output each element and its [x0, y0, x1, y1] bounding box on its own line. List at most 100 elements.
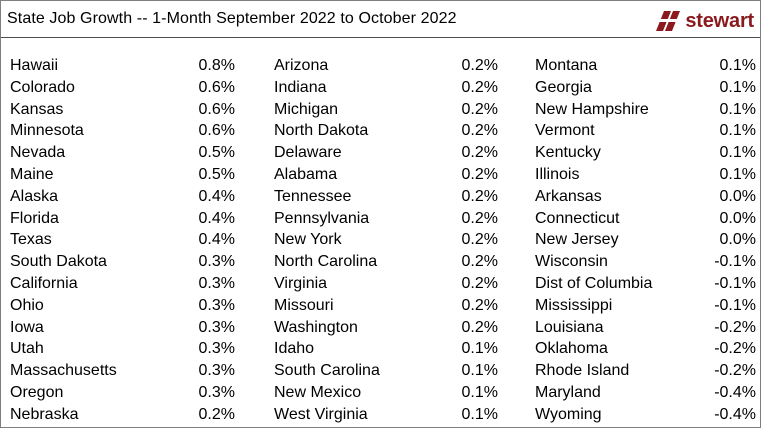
table-row: Kansas 0.6% Michigan 0.2% New Hampshire 0.1%: [1, 99, 760, 121]
state-name: Utah: [10, 340, 44, 358]
growth-value: 0.6%: [198, 78, 235, 96]
state-name: Kentucky: [535, 144, 601, 162]
growth-value: 0.3%: [198, 340, 235, 358]
state-name: Ohio: [10, 296, 44, 314]
growth-value: 0.3%: [198, 253, 235, 271]
growth-value: 0.0%: [719, 231, 756, 249]
header: State Job Growth -- 1-Month September 20…: [1, 1, 760, 38]
growth-value: -0.2%: [714, 318, 756, 336]
stewart-logo: stewart: [655, 10, 754, 32]
state-name: Idaho: [274, 340, 315, 358]
table-row: Maine 0.5% Alabama 0.2% Illinois 0.1%: [1, 164, 760, 186]
growth-value: 0.1%: [719, 144, 756, 162]
table-row: Nevada 0.5% Delaware 0.2% Kentucky 0.1%: [1, 142, 760, 164]
table-row: Hawaii 0.8% Arizona 0.2% Montana 0.1%: [1, 55, 760, 77]
growth-value: 0.2%: [461, 122, 498, 140]
table-row: Iowa 0.3% Washington 0.2% Louisiana -0.2%: [1, 317, 760, 339]
state-name: Connecticut: [535, 209, 620, 227]
state-name: Nevada: [10, 144, 66, 162]
state-name: Oregon: [10, 383, 64, 401]
growth-value: 0.2%: [461, 78, 498, 96]
stewart-logo-mark-icon: [656, 11, 684, 31]
state-name: Montana: [535, 57, 598, 74]
state-name: Illinois: [535, 165, 580, 183]
growth-value: 0.6%: [198, 100, 235, 118]
growth-value: 0.1%: [461, 362, 498, 380]
table-row: Nebraska 0.2% West Virginia 0.1% Wyoming -0.4…: [1, 404, 760, 426]
state-name: New Hampshire: [535, 100, 649, 118]
growth-value: 0.0%: [719, 209, 756, 227]
growth-value: 0.2%: [461, 318, 498, 336]
state-name: Nebraska: [10, 405, 79, 423]
state-name: New Mexico: [274, 383, 362, 401]
growth-value: 0.2%: [461, 209, 498, 227]
state-name: Rhode Island: [535, 362, 630, 380]
state-name: Vermont: [535, 122, 595, 140]
growth-value: 0.3%: [198, 362, 235, 380]
state-name: Dist of Columbia: [535, 274, 653, 292]
state-name: Indiana: [274, 78, 327, 96]
table-row: South Dakota 0.3% North Carolina 0.2% Wiscon…: [1, 251, 760, 273]
state-name: Alabama: [274, 165, 338, 183]
state-name: Arkansas: [535, 187, 602, 205]
state-name: Minnesota: [10, 122, 84, 140]
state-name: Washington: [274, 318, 358, 336]
growth-value: -0.1%: [714, 274, 756, 292]
state-name: Kansas: [10, 100, 64, 118]
growth-value: 0.1%: [719, 78, 756, 96]
table-row: Massachusetts 0.3% South Carolina 0.1% Rhode…: [1, 360, 760, 382]
state-name: Tennessee: [274, 187, 352, 205]
table-row: Alaska 0.4% Tennessee 0.2% Arkansas 0.0%: [1, 186, 760, 208]
state-name: Florida: [10, 209, 59, 227]
table-row: Texas 0.4% New York 0.2% New Jersey 0.0%: [1, 229, 760, 251]
growth-value: -0.2%: [714, 340, 756, 358]
growth-value: -0.1%: [714, 296, 756, 314]
state-name: Arizona: [274, 57, 329, 74]
state-name: West Virginia: [274, 405, 368, 423]
growth-value: 0.1%: [719, 57, 756, 74]
state-name: North Carolina: [274, 253, 378, 271]
growth-value: 0.4%: [198, 231, 235, 249]
state-name: Wisconsin: [535, 253, 608, 271]
state-name: Louisiana: [535, 318, 604, 336]
state-name: Iowa: [10, 318, 44, 336]
state-name: Maine: [10, 165, 54, 183]
growth-value: 0.1%: [719, 100, 756, 118]
growth-value: 0.1%: [719, 165, 756, 183]
table-row: Minnesota 0.6% North Dakota 0.2% Vermont 0.1%: [1, 120, 760, 142]
growth-value: 0.3%: [198, 296, 235, 314]
growth-value: 0.1%: [461, 340, 498, 358]
state-name: Massachusetts: [10, 362, 117, 380]
table-row: Oregon 0.3% New Mexico 0.1% Maryland -0.4%: [1, 382, 760, 404]
growth-value: -0.2%: [714, 362, 756, 380]
state-name: Virginia: [274, 274, 328, 292]
growth-value: 0.2%: [461, 231, 498, 249]
growth-value: 0.2%: [461, 144, 498, 162]
state-name: Pennsylvania: [274, 209, 370, 227]
table-row: Ohio 0.3% Missouri 0.2% Mississippi -0.1%: [1, 295, 760, 317]
growth-value: 0.4%: [198, 187, 235, 205]
growth-value: -0.4%: [714, 405, 756, 423]
growth-value: 0.2%: [198, 405, 235, 423]
growth-value: 0.1%: [461, 383, 498, 401]
state-name: Oklahoma: [535, 340, 608, 358]
state-name: North Dakota: [274, 122, 369, 140]
table-row: Colorado 0.6% Indiana 0.2% Georgia 0.1%: [1, 77, 760, 99]
state-name: Colorado: [10, 78, 75, 96]
state-name: Mississippi: [535, 296, 613, 314]
table-row: Utah 0.3% Idaho 0.1% Oklahoma -0.2%: [1, 338, 760, 360]
growth-value: 0.2%: [461, 296, 498, 314]
growth-value: 0.3%: [198, 318, 235, 336]
growth-value: 0.6%: [198, 122, 235, 140]
growth-value: -0.1%: [714, 253, 756, 271]
growth-value: 0.3%: [198, 383, 235, 401]
state-name: Wyoming: [535, 405, 602, 423]
state-growth-table: Hawaii 0.8% Arizona 0.2% Montana 0.1% Colorado…: [1, 55, 760, 426]
state-name: Michigan: [274, 100, 339, 118]
state-name: Hawaii: [10, 57, 59, 74]
growth-value: 0.4%: [198, 209, 235, 227]
growth-value: 0.1%: [461, 405, 498, 423]
growth-value: 0.2%: [461, 253, 498, 271]
state-name: Delaware: [274, 144, 342, 162]
